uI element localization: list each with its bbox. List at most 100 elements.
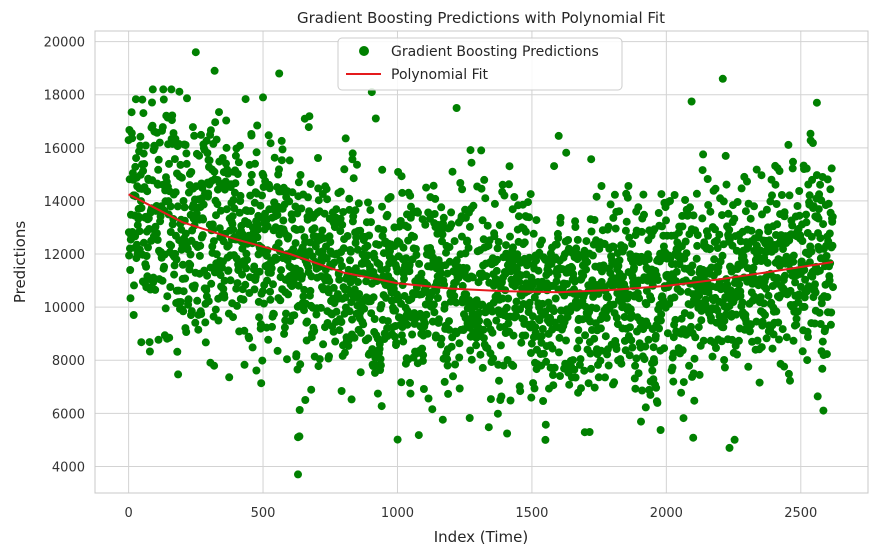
scatter-point bbox=[161, 304, 170, 313]
scatter-point bbox=[620, 243, 629, 252]
scatter-point bbox=[142, 252, 151, 260]
scatter-point bbox=[306, 180, 315, 188]
scatter-point bbox=[191, 48, 200, 57]
scatter-point bbox=[752, 317, 761, 326]
scatter-point bbox=[222, 143, 231, 152]
scatter-point bbox=[382, 293, 390, 302]
scatter-point bbox=[231, 179, 240, 188]
scatter-point bbox=[151, 285, 160, 294]
scatter-point bbox=[156, 212, 165, 221]
scatter-point bbox=[653, 398, 662, 407]
scatter-point bbox=[498, 294, 507, 303]
scatter-point bbox=[280, 323, 289, 332]
scatter-point bbox=[455, 339, 464, 348]
scatter-point bbox=[725, 225, 734, 234]
scatter-point bbox=[285, 156, 294, 165]
scatter-point bbox=[379, 226, 388, 235]
scatter-point bbox=[211, 305, 220, 314]
scatter-point bbox=[717, 337, 726, 346]
scatter-point bbox=[802, 164, 811, 173]
scatter-point bbox=[138, 95, 147, 104]
scatter-point bbox=[335, 275, 344, 284]
scatter-point bbox=[666, 197, 674, 205]
scatter-point bbox=[282, 309, 290, 318]
scatter-point bbox=[574, 326, 583, 334]
scatter-point bbox=[359, 320, 368, 329]
scatter-point bbox=[356, 226, 365, 235]
scatter-point bbox=[654, 209, 663, 217]
scatter-point bbox=[445, 325, 454, 334]
scatter-point bbox=[740, 257, 749, 266]
scatter-point bbox=[678, 222, 687, 231]
scatter-point bbox=[255, 313, 264, 322]
scatter-point bbox=[178, 260, 187, 269]
scatter-point bbox=[579, 271, 588, 280]
scatter-point bbox=[363, 241, 372, 250]
scatter-point bbox=[710, 255, 719, 264]
scatter-point bbox=[576, 355, 585, 364]
scatter-point bbox=[698, 214, 707, 223]
scatter-point bbox=[264, 131, 273, 140]
scatter-point bbox=[364, 334, 373, 343]
scatter-point bbox=[150, 143, 159, 152]
scatter-point bbox=[177, 173, 186, 182]
scatter-point bbox=[337, 318, 346, 326]
scatter-point bbox=[565, 380, 574, 389]
scatter-point bbox=[159, 85, 168, 94]
scatter-point bbox=[784, 140, 793, 149]
scatter-point bbox=[610, 378, 619, 387]
scatter-point bbox=[195, 151, 204, 160]
scatter-point bbox=[295, 406, 304, 414]
scatter-point bbox=[353, 245, 362, 254]
scatter-point bbox=[554, 131, 563, 140]
scatter-point bbox=[443, 355, 452, 364]
scatter-point bbox=[239, 295, 248, 304]
scatter-point bbox=[303, 317, 312, 326]
scatter-point bbox=[548, 344, 557, 353]
scatter-point bbox=[136, 132, 145, 141]
scatter-point bbox=[349, 212, 358, 221]
scatter-point bbox=[210, 66, 219, 75]
scatter-point bbox=[443, 269, 452, 278]
scatter-point bbox=[800, 266, 809, 274]
scatter-point bbox=[429, 300, 438, 309]
scatter-point bbox=[283, 355, 291, 364]
scatter-point bbox=[378, 202, 386, 211]
scatter-point bbox=[625, 233, 634, 242]
scatter-point bbox=[587, 227, 596, 236]
scatter-point bbox=[610, 190, 619, 199]
legend-fit-label: Polynomial Fit bbox=[391, 67, 488, 83]
scatter-point bbox=[691, 333, 700, 342]
scatter-point bbox=[236, 141, 244, 150]
scatter-point bbox=[294, 178, 303, 187]
scatter-point bbox=[314, 154, 322, 162]
scatter-point bbox=[597, 346, 606, 355]
scatter-point bbox=[711, 225, 719, 234]
scatter-point bbox=[541, 435, 550, 444]
scatter-point bbox=[421, 319, 429, 328]
scatter-point bbox=[452, 104, 461, 112]
scatter-point bbox=[690, 396, 699, 405]
scatter-point bbox=[176, 298, 185, 306]
scatter-point bbox=[445, 243, 454, 252]
scatter-point bbox=[596, 324, 605, 333]
scatter-point bbox=[210, 361, 219, 370]
scatter-point bbox=[250, 262, 259, 271]
scatter-point bbox=[377, 402, 386, 411]
scatter-point bbox=[196, 241, 205, 250]
scatter-point bbox=[294, 433, 302, 442]
scatter-point bbox=[170, 155, 179, 164]
scatter-point bbox=[376, 361, 385, 370]
scatter-point bbox=[422, 183, 431, 192]
scatter-point bbox=[509, 361, 518, 370]
scatter-point bbox=[296, 171, 305, 179]
scatter-point bbox=[198, 231, 207, 240]
scatter-point bbox=[463, 236, 472, 245]
scatter-point bbox=[203, 271, 212, 280]
scatter-point bbox=[266, 295, 275, 304]
scatter-point bbox=[232, 254, 241, 263]
scatter-point bbox=[403, 223, 412, 232]
scatter-point bbox=[403, 306, 412, 315]
scatter-point bbox=[811, 280, 819, 289]
scatter-point bbox=[276, 296, 285, 305]
